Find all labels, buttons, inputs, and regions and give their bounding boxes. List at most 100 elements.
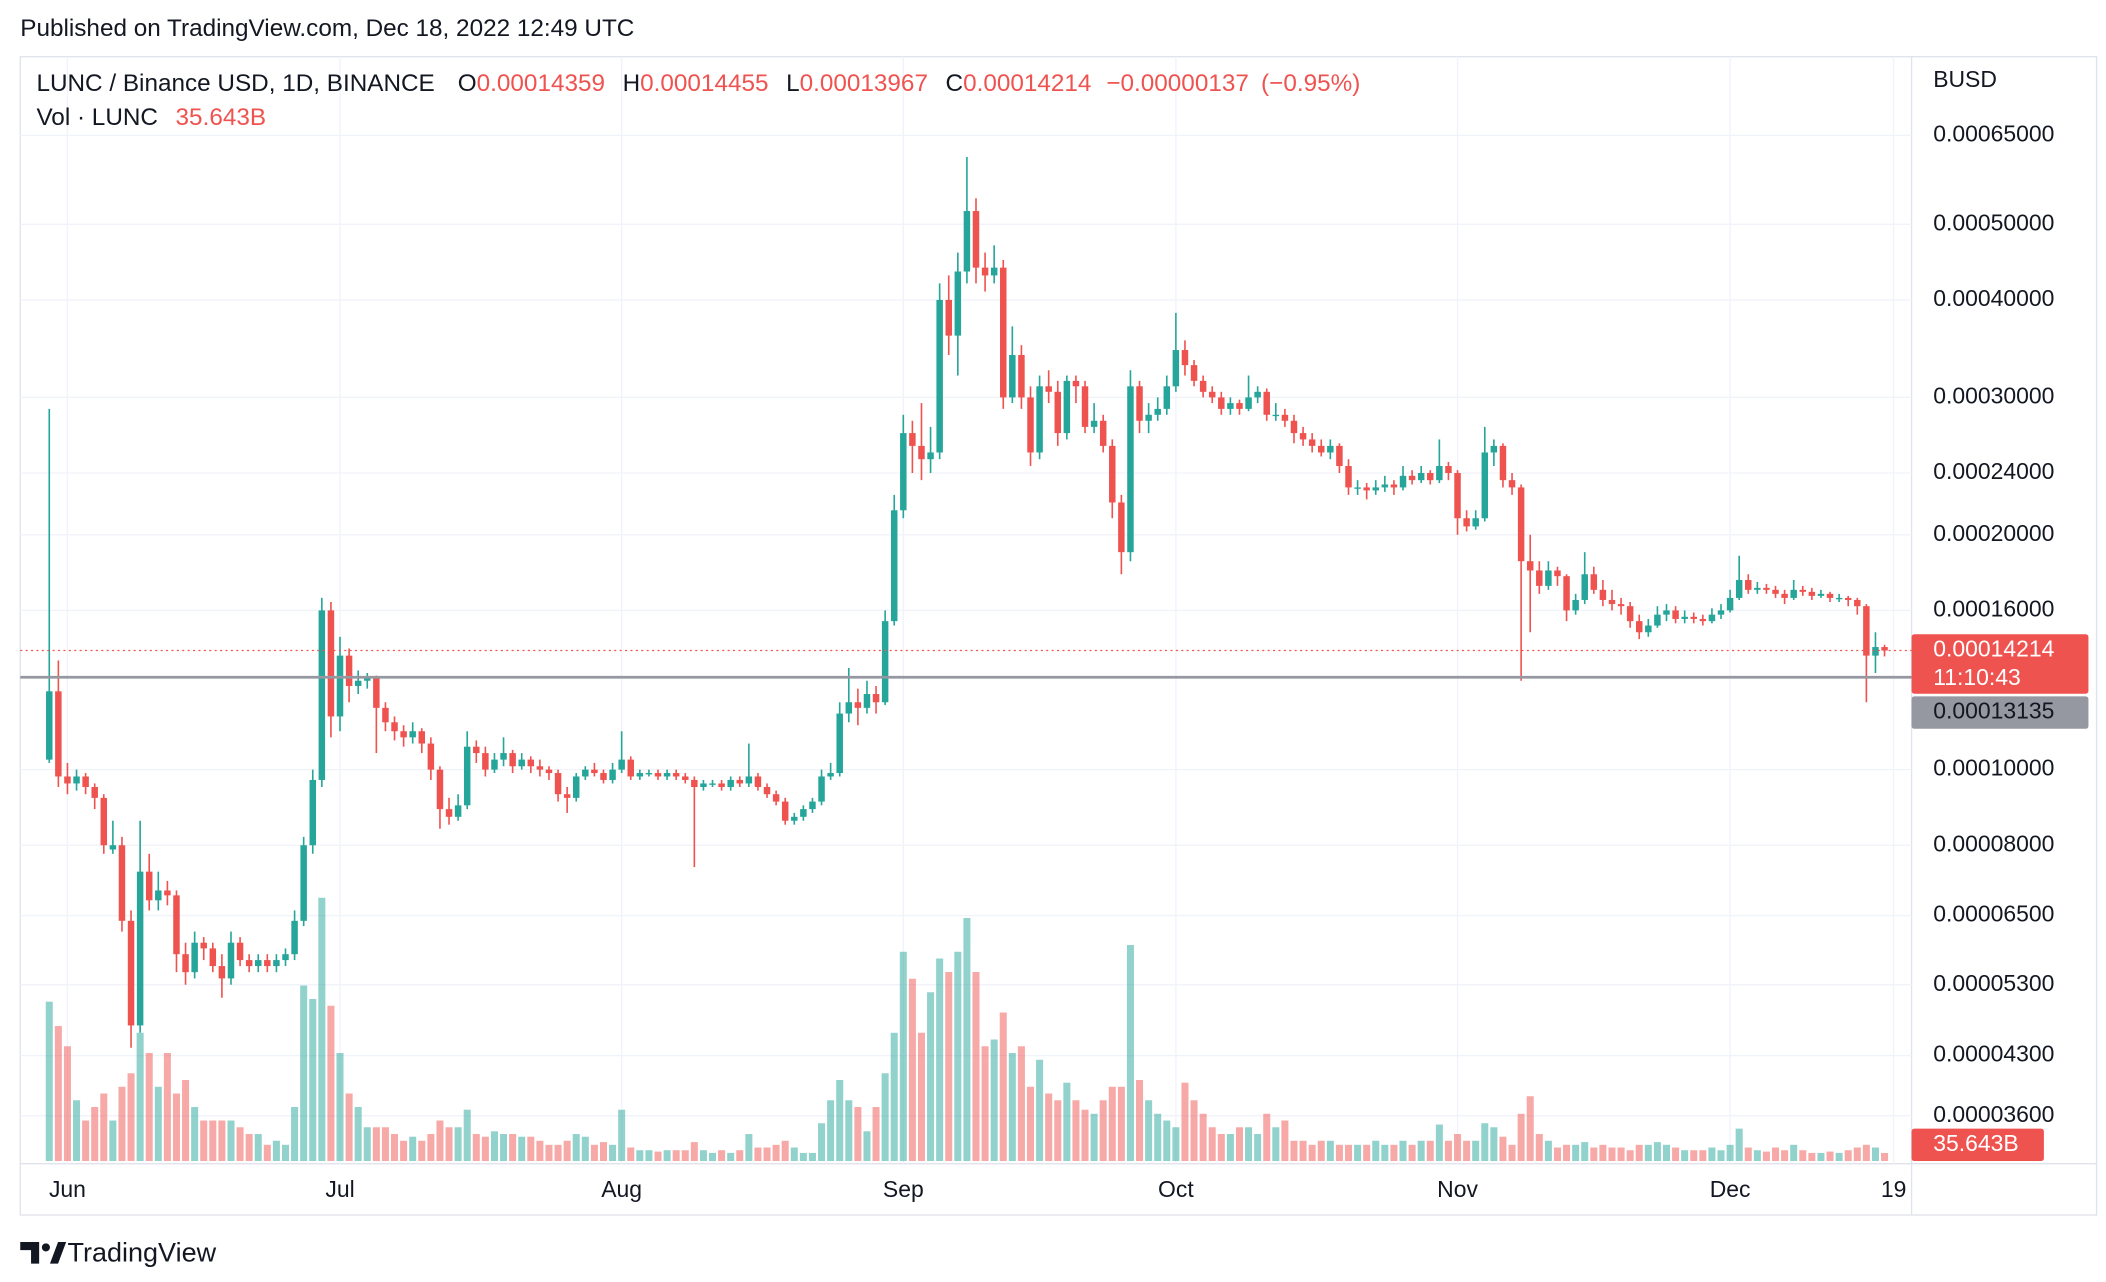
volume-bar <box>1726 1144 1734 1162</box>
candle-body <box>1381 484 1389 488</box>
volume-bar <box>509 1134 517 1162</box>
candle-body <box>1009 354 1016 398</box>
candle-body <box>618 759 625 770</box>
last-price-box <box>1911 634 2089 694</box>
y-tick-label: 0.00016000 <box>1933 595 2054 621</box>
candle-body <box>391 722 398 732</box>
candle-body <box>1735 580 1743 598</box>
volume-bar <box>1390 1144 1398 1162</box>
candle-body <box>854 702 862 708</box>
candle-body <box>672 773 680 777</box>
volume-bar <box>245 1134 253 1162</box>
volume-bar <box>1653 1142 1661 1162</box>
candle-body <box>1318 445 1325 453</box>
volume-bar <box>1635 1144 1643 1162</box>
y-tick-label: 0.00040000 <box>1933 285 2054 311</box>
volume-bar <box>1699 1150 1707 1162</box>
candle-body <box>1808 591 1816 596</box>
candle-body <box>1054 391 1062 434</box>
volume-bar <box>54 1026 62 1162</box>
volume-bar <box>1681 1150 1689 1162</box>
volume-bar <box>1026 1086 1035 1162</box>
volume-bar <box>818 1123 826 1162</box>
volume-bar <box>73 1100 81 1162</box>
volume-bar <box>1835 1152 1843 1162</box>
candle-body <box>109 845 117 850</box>
candle-body <box>327 610 335 717</box>
volume-value: 35.643B <box>176 104 267 131</box>
volume-bar <box>663 1150 671 1162</box>
candle-body <box>1681 616 1688 619</box>
volume-bar <box>309 999 317 1162</box>
candle-body <box>1272 414 1280 417</box>
volume-bar <box>1644 1144 1652 1162</box>
candle-body <box>1754 587 1761 590</box>
volume-bar <box>736 1150 744 1162</box>
volume-bar <box>1626 1150 1634 1162</box>
candle-body <box>454 805 462 817</box>
volume-bar <box>1290 1140 1298 1162</box>
volume-bar <box>1272 1127 1280 1162</box>
volume-bar <box>981 1046 989 1162</box>
candle-body <box>627 759 634 777</box>
volume-bar <box>127 1073 135 1162</box>
volume-bar <box>1308 1144 1316 1162</box>
volume-bar <box>318 897 326 1162</box>
candle-body <box>1354 487 1361 489</box>
volume-bar <box>1081 1109 1089 1162</box>
candle-body <box>1127 386 1134 553</box>
candle-body <box>1208 391 1216 398</box>
y-tick-label: 0.00065000 <box>1933 120 2054 146</box>
volume-bar <box>1817 1152 1825 1162</box>
volume-bar <box>1781 1150 1789 1162</box>
volume-bar <box>418 1140 426 1162</box>
candle-body <box>1799 589 1807 592</box>
candle-body <box>1236 403 1243 409</box>
candle-body <box>936 299 943 453</box>
ohlc-key: L <box>786 70 800 97</box>
candle-body <box>218 966 226 979</box>
candle-body <box>809 801 816 810</box>
candle-body <box>691 779 698 788</box>
candle-body <box>300 845 307 921</box>
volume-bar <box>1045 1093 1053 1162</box>
candle-body <box>863 694 871 708</box>
price-line-label: 0.00013135 <box>1933 698 2054 724</box>
candle-body <box>1099 420 1107 446</box>
volume-bar <box>1672 1147 1680 1162</box>
volume-bar <box>1572 1144 1580 1162</box>
volume-bar <box>427 1134 435 1162</box>
volume-bar <box>999 1012 1007 1162</box>
volume-bar <box>1154 1113 1162 1162</box>
volume-bar <box>1226 1134 1234 1162</box>
volume-bar <box>1072 1100 1080 1162</box>
candle-body <box>336 655 344 717</box>
candle-body <box>463 746 471 806</box>
candle-body <box>1863 606 1870 656</box>
candle-body <box>409 731 416 738</box>
candle-body <box>1572 599 1579 611</box>
candle-body <box>473 746 480 754</box>
footer-logo <box>20 1242 67 1264</box>
volume-bar <box>1335 1144 1343 1162</box>
volume-bar <box>836 1080 844 1162</box>
volume-bar <box>109 1120 117 1162</box>
volume-bar <box>845 1100 853 1162</box>
volume-bar <box>709 1152 717 1162</box>
candle-body <box>1363 487 1370 491</box>
candle-body <box>545 769 553 774</box>
ohlc-value: 0.00014214 <box>963 70 1091 97</box>
volume-name: Vol · LUNC <box>36 104 158 131</box>
volume-bar <box>927 992 935 1162</box>
candle-body <box>1635 621 1643 633</box>
candle-body <box>1263 391 1270 415</box>
candle-body <box>64 776 71 784</box>
volume-bar <box>1426 1140 1434 1162</box>
candle-body <box>1545 570 1552 586</box>
volume-bar <box>881 1073 889 1162</box>
candle-body <box>482 753 489 770</box>
candle-body <box>1118 502 1125 553</box>
volume-bar <box>908 978 916 1162</box>
